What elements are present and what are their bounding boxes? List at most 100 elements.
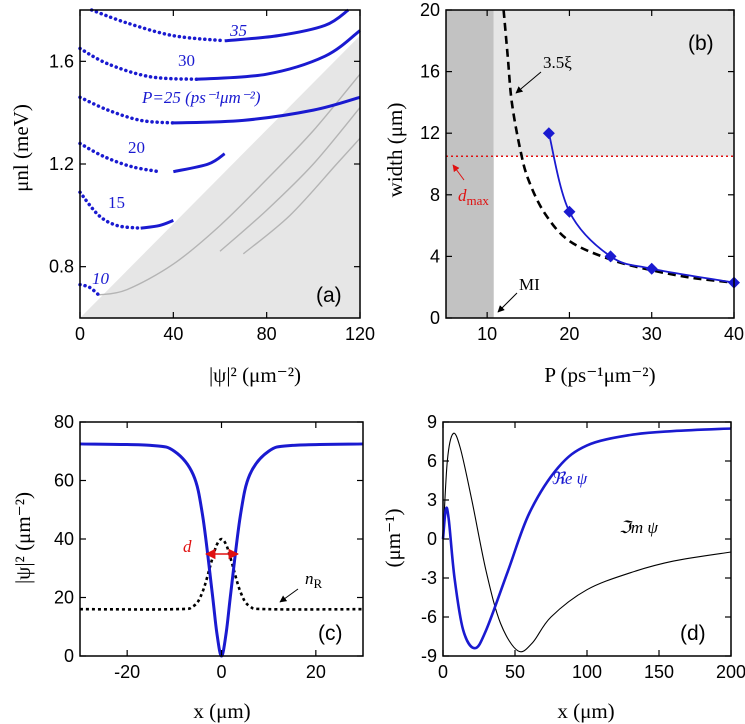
label-p35: 35: [229, 21, 247, 40]
series-P=15-solid: [140, 219, 174, 230]
panel-c-xlabel: x (μm): [193, 699, 250, 723]
panel-d: 0 50 100 150 200 -9 -6 -3 0 3 6 9 ℜe ψ ℑm ψ (d) x (…: [381, 412, 745, 723]
panel-d-xtick-label: 200: [716, 662, 745, 682]
series-P=35-dotted: [89, 8, 227, 43]
panel-a-ylabel: μnl (meV): [9, 104, 33, 192]
series-P=30-solid: [196, 29, 361, 81]
panel-c-label: (c): [318, 622, 343, 645]
panel-b-series: [502, 9, 740, 289]
panel-a-ytick-label: 1.6: [49, 51, 74, 71]
annot-im: ℑm ψ: [619, 518, 658, 537]
panel-a-xtick-label: 120: [345, 324, 375, 344]
series-P=30-dotted: [78, 46, 199, 82]
panel-b-xtick-label: 10: [477, 324, 497, 344]
panel-d-ytick-label: 0: [427, 529, 437, 549]
width-point: [604, 250, 617, 263]
panel-d-ylabel: (μm⁻¹): [381, 509, 405, 568]
panel-b-ytick-label: 8: [430, 185, 440, 205]
panel-b-ytick-label: 0: [430, 308, 440, 328]
arrow-mi: [497, 292, 518, 313]
series-P=35-solid: [224, 8, 350, 43]
panel-a-axes: 0 40 80 120 0.8 1.2 1.6: [49, 9, 375, 344]
panel-a-ytick-label: 1.2: [49, 154, 74, 174]
series-P=20-dotted: [78, 141, 162, 174]
gray-curve: [219, 107, 361, 252]
panel-c-xtick-label: 0: [216, 662, 226, 682]
panel-c-axes: -20 0 20 0 20 40 60 80: [54, 412, 364, 682]
annot-mi: MI: [519, 275, 540, 294]
panel-a-xtick-label: 80: [257, 324, 277, 344]
series-P=10-dotted: [78, 282, 101, 297]
panel-b-xtick-label: 30: [642, 324, 662, 344]
panel-a-gray-curves: [98, 73, 361, 296]
panel-a: 0 40 80 120 0.8 1.2 1.6 10 15 20 P=25 (ps⁻¹μm⁻…: [9, 8, 375, 387]
panel-b-ytick-label: 12: [420, 123, 440, 143]
width-point: [563, 205, 576, 218]
panel-a-label: (a): [316, 284, 342, 307]
panel-d-xlabel: x (μm): [557, 699, 614, 723]
panel-c-xtick-label: -20: [114, 662, 140, 682]
panel-d-xtick-label: 50: [505, 662, 525, 682]
annot-nr: nR: [305, 569, 323, 591]
panel-c-ytick-label: 0: [64, 646, 74, 666]
panel-d-ytick-label: 6: [427, 451, 437, 471]
label-p25: P=25 (ps⁻¹μm⁻²): [141, 88, 261, 107]
panel-d-ytick-label: 3: [427, 490, 437, 510]
panel-b-ytick-label: 4: [430, 246, 440, 266]
panel-d-series: [441, 427, 732, 653]
annot-re: ℜe ψ: [551, 469, 588, 488]
panel-b-xtick-label: 40: [724, 324, 744, 344]
arrow-nr: [279, 588, 299, 603]
panel-b-ytick-label: 16: [420, 62, 440, 82]
panel-d-axes: 0 50 100 150 200 -9 -6 -3 0 3 6 9: [421, 412, 745, 682]
panel-d-label: (d): [680, 622, 706, 645]
annot-dmax: dmax: [458, 186, 489, 208]
panel-c-ytick-label: 40: [54, 529, 74, 549]
panel-c-ytick-label: 60: [54, 471, 74, 491]
panel-b-ytick-label: 20: [420, 0, 440, 20]
panel-d-frame: [442, 421, 732, 657]
panel-a-series: [78, 8, 361, 297]
arrow-dmax: [452, 164, 465, 181]
annot-3-5xi: 3.5ξ: [543, 53, 572, 72]
panel-b-axes: 10 20 30 40 0 4 8 12 16 20: [420, 0, 744, 344]
panel-b-xtick-label: 20: [559, 324, 579, 344]
panel-b-label: (b): [688, 32, 714, 55]
series-im-psi: [442, 432, 732, 653]
panel-c-ytick-label: 80: [54, 412, 74, 432]
series-P=25-solid: [173, 95, 361, 125]
panel-d-xtick-label: 0: [438, 662, 448, 682]
width-point: [645, 262, 658, 275]
label-p10: 10: [92, 269, 110, 288]
width-point: [542, 127, 555, 140]
series-P=15-dotted: [78, 190, 143, 230]
panel-c-xtick-label: 20: [306, 662, 326, 682]
panel-a-xtick-label: 0: [75, 324, 85, 344]
arrow-3-5xi: [515, 71, 542, 94]
panel-b-ylabel: width (μm): [383, 103, 407, 198]
panel-d-ytick-label: -9: [421, 646, 437, 666]
panel-b-dark-shade: [446, 10, 494, 318]
label-p30: 30: [178, 51, 195, 70]
panel-d-ytick-label: -3: [421, 568, 437, 588]
label-p15: 15: [108, 193, 125, 212]
series-re-psi: [441, 427, 732, 650]
panel-b: 10 20 30 40 0 4 8 12 16 20 3.5ξ dmax MI (b) P (ps…: [383, 0, 744, 387]
series-3-5xi: [502, 9, 735, 284]
panel-d-ytick-label: 9: [427, 412, 437, 432]
gray-curve: [242, 137, 361, 255]
panel-a-ytick-label: 0.8: [49, 257, 74, 277]
panel-d-xtick-label: 100: [572, 662, 602, 682]
series-nr: [79, 537, 364, 611]
panel-b-frame: [445, 9, 735, 319]
series-P=20-solid: [173, 152, 226, 174]
annot-d: d: [183, 537, 192, 556]
panel-d-xtick-label: 150: [644, 662, 674, 682]
panel-c: -20 0 20 0 20 40 60 80 d nR (c) x (μm) |ψ|² (μm…: [11, 412, 364, 723]
panel-d-ytick-label: -6: [421, 607, 437, 627]
panel-a-shaded-region: [80, 35, 360, 319]
panel-c-ytick-label: 20: [54, 588, 74, 608]
panel-b-light-shade: [493, 10, 734, 157]
panel-b-xlabel: P (ps⁻¹μm⁻²): [544, 363, 655, 387]
